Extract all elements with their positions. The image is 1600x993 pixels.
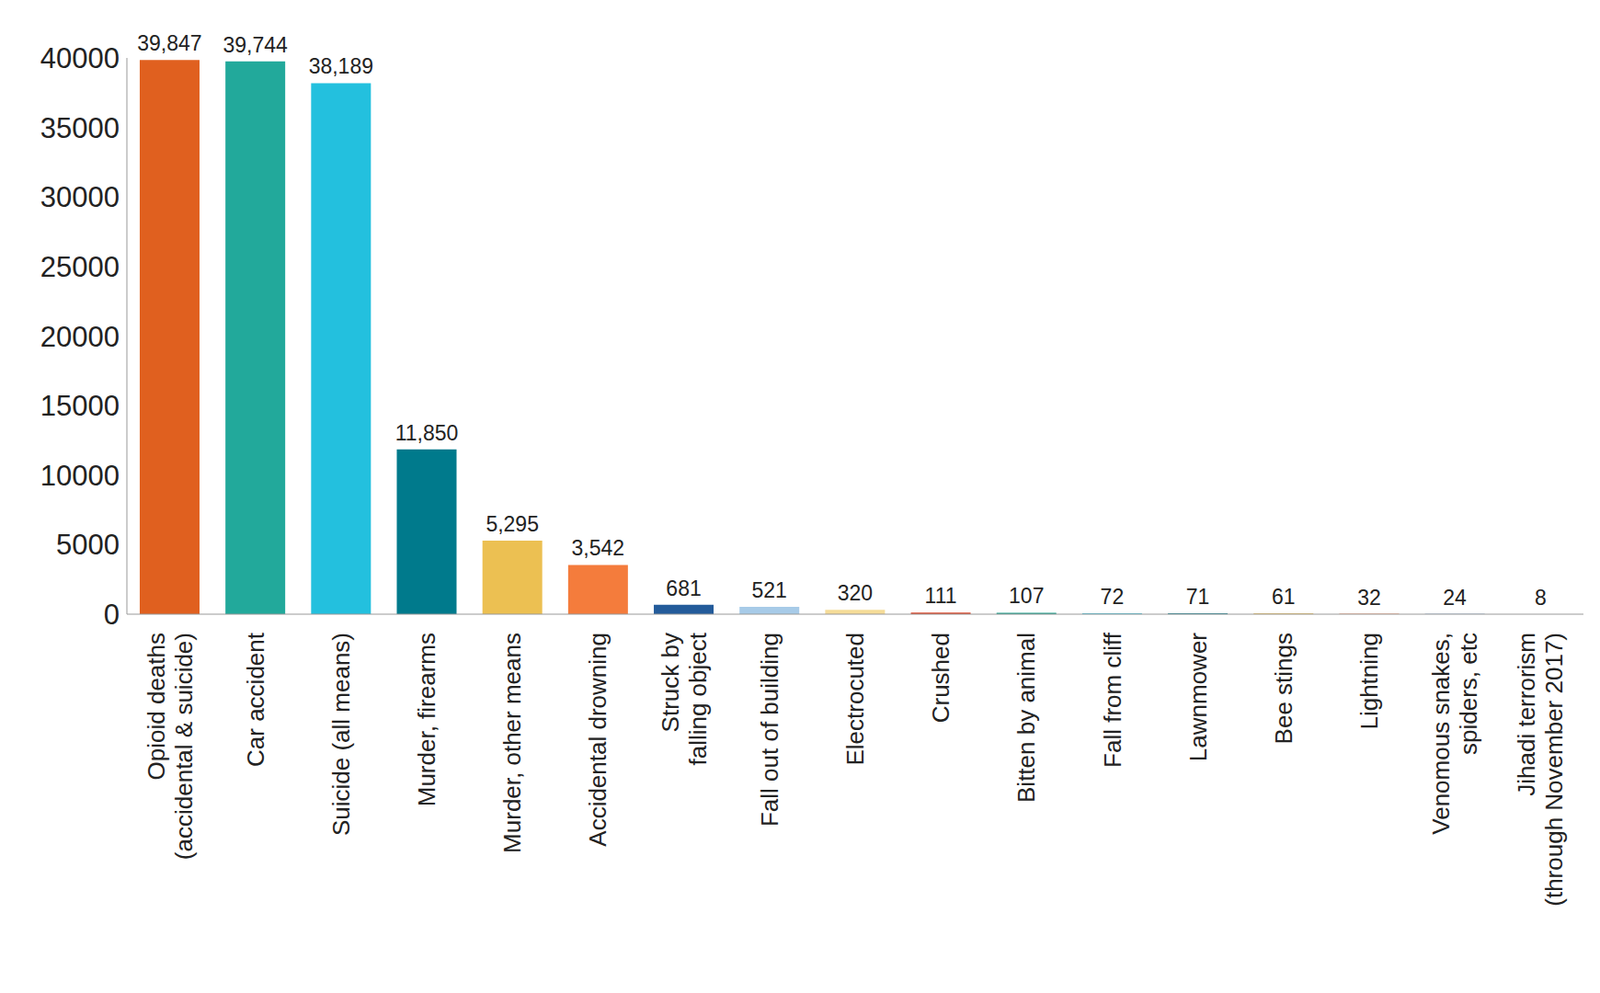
svg-text:0: 0 bbox=[103, 598, 120, 631]
svg-text:35000: 35000 bbox=[40, 112, 120, 145]
svg-text:Venomous snakes,spiders, etc: Venomous snakes,spiders, etc bbox=[1427, 632, 1483, 835]
svg-text:8: 8 bbox=[1534, 585, 1547, 610]
svg-text:71: 71 bbox=[1186, 584, 1211, 609]
svg-text:Murder, firearms: Murder, firearms bbox=[412, 632, 441, 807]
svg-text:Lightning: Lightning bbox=[1355, 632, 1383, 731]
svg-text:Fall from cliff: Fall from cliff bbox=[1098, 631, 1127, 768]
svg-text:Car accident: Car accident bbox=[241, 631, 270, 767]
svg-text:Suicide (all means): Suicide (all means) bbox=[327, 632, 355, 836]
svg-text:11,850: 11,850 bbox=[395, 421, 459, 446]
svg-text:25000: 25000 bbox=[40, 251, 120, 284]
svg-text:61: 61 bbox=[1271, 584, 1296, 609]
svg-text:Electrocuted: Electrocuted bbox=[841, 632, 869, 766]
svg-text:5,295: 5,295 bbox=[485, 512, 539, 537]
svg-text:72: 72 bbox=[1100, 584, 1125, 609]
svg-text:39,847: 39,847 bbox=[137, 31, 202, 56]
svg-text:Lawnmower: Lawnmower bbox=[1184, 632, 1212, 763]
svg-text:111: 111 bbox=[925, 583, 958, 608]
svg-text:107: 107 bbox=[1008, 583, 1044, 608]
svg-text:Bee stings: Bee stings bbox=[1269, 632, 1298, 744]
svg-text:20000: 20000 bbox=[40, 320, 120, 354]
svg-text:Crushed: Crushed bbox=[926, 632, 955, 723]
svg-text:38,189: 38,189 bbox=[308, 54, 374, 79]
svg-text:320: 320 bbox=[837, 581, 873, 606]
svg-text:39,744: 39,744 bbox=[222, 33, 288, 58]
svg-text:24: 24 bbox=[1442, 585, 1467, 610]
svg-text:Murder, other means: Murder, other means bbox=[498, 632, 526, 854]
svg-text:30000: 30000 bbox=[40, 181, 120, 214]
svg-text:10000: 10000 bbox=[40, 459, 120, 492]
svg-text:5000: 5000 bbox=[56, 528, 120, 561]
svg-text:32: 32 bbox=[1357, 585, 1382, 610]
svg-text:Jihadi terrorism(through Novem: Jihadi terrorism(through November 2017) bbox=[1512, 632, 1568, 907]
svg-text:681: 681 bbox=[665, 576, 701, 601]
svg-text:40000: 40000 bbox=[40, 42, 120, 75]
svg-text:Fall out of building: Fall out of building bbox=[755, 632, 784, 827]
svg-text:Accidental drowning: Accidental drowning bbox=[583, 632, 612, 847]
svg-text:521: 521 bbox=[752, 578, 788, 603]
svg-text:Bitten by animal: Bitten by animal bbox=[1012, 632, 1040, 803]
svg-text:3,542: 3,542 bbox=[571, 536, 626, 560]
svg-text:15000: 15000 bbox=[40, 389, 120, 423]
svg-text:Opioid deaths(accidental & sui: Opioid deaths(accidental & suicide) bbox=[142, 632, 198, 860]
svg-text:Struck byfalling object: Struck byfalling object bbox=[656, 631, 712, 766]
